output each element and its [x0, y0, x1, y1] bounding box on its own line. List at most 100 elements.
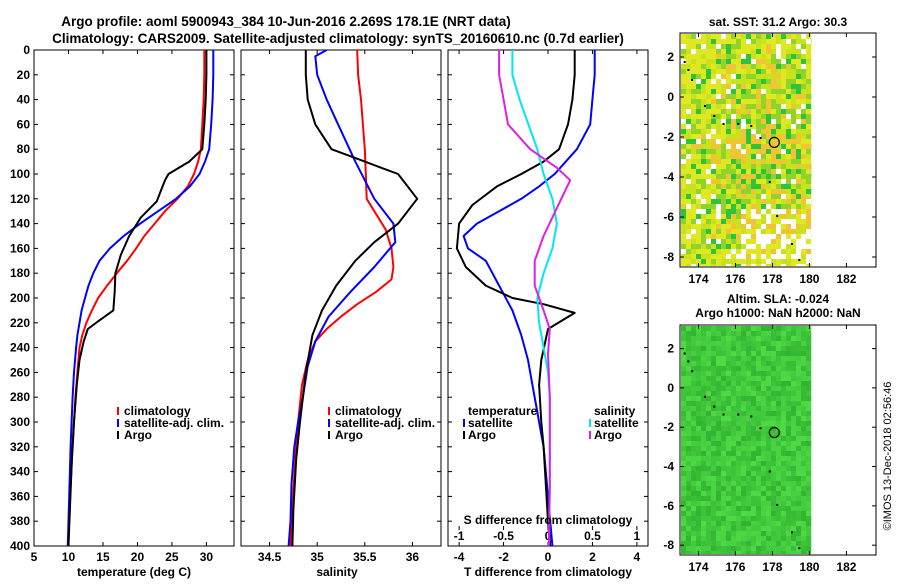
map-cell: [761, 491, 766, 496]
map-cell: [786, 179, 791, 184]
map-cell: [806, 491, 811, 496]
map-cell: [731, 436, 736, 441]
map-cell: [761, 204, 766, 209]
map-cell: [771, 54, 776, 59]
map-cell: [751, 486, 756, 491]
map-cell: [726, 496, 731, 501]
map-cell: [781, 341, 786, 346]
map-cell: [711, 139, 716, 144]
lat-tick-label: 0: [667, 381, 674, 395]
map-cell: [721, 204, 726, 209]
map-cell: [791, 461, 796, 466]
map-cell: [686, 114, 691, 119]
map-cell: [761, 84, 766, 89]
map-cell: [711, 411, 716, 416]
map-cell: [756, 451, 761, 456]
map-cell: [716, 54, 721, 59]
map-cell: [681, 244, 686, 249]
map-cell: [761, 426, 766, 431]
map-cell: [696, 144, 701, 149]
map-cell: [806, 209, 811, 214]
map-cell: [796, 476, 801, 481]
map-cell: [806, 381, 811, 386]
map-cell: [736, 436, 741, 441]
map-cell: [701, 49, 706, 54]
map-cell: [686, 336, 691, 341]
map-cell: [776, 351, 781, 356]
map-cell: [731, 541, 736, 546]
map-cell: [756, 34, 761, 39]
map-cell: [766, 521, 771, 526]
map-cell: [686, 331, 691, 336]
map-cell: [761, 109, 766, 114]
map-cell: [791, 249, 796, 254]
map-cell: [756, 139, 761, 144]
map-cell: [701, 356, 706, 361]
map-cell: [681, 391, 686, 396]
map-cell: [741, 511, 746, 516]
map-cell: [721, 396, 726, 401]
map-cell: [736, 189, 741, 194]
map-cell: [766, 164, 771, 169]
map-cell: [706, 214, 711, 219]
map-cell: [781, 89, 786, 94]
map-cell: [756, 496, 761, 501]
map-cell: [756, 346, 761, 351]
map-cell: [741, 426, 746, 431]
map-cell: [696, 436, 701, 441]
map-cell: [701, 154, 706, 159]
map-cell: [716, 511, 721, 516]
map-cell: [701, 531, 706, 536]
map-cell: [691, 491, 696, 496]
map-cell: [751, 239, 756, 244]
map-cell: [691, 69, 696, 74]
map-cell: [681, 501, 686, 506]
map-cell: [801, 461, 806, 466]
map-cell: [736, 99, 741, 104]
map-cell: [721, 371, 726, 376]
map-cell: [751, 491, 756, 496]
map-cell: [786, 551, 791, 554]
map-cell: [741, 109, 746, 114]
map-cell: [756, 184, 761, 189]
map-cell: [801, 451, 806, 456]
map-cell: [721, 391, 726, 396]
map-cell: [696, 406, 701, 411]
map-cell: [686, 381, 691, 386]
map-cell: [741, 411, 746, 416]
map-cell: [761, 546, 766, 551]
map-cell: [706, 366, 711, 371]
map-cell: [711, 421, 716, 426]
map-cell: [686, 461, 691, 466]
map-cell: [731, 124, 736, 129]
map-cell: [731, 49, 736, 54]
map-cell: [796, 89, 801, 94]
map-cell: [781, 366, 786, 371]
map-cell: [801, 446, 806, 451]
map-cell: [806, 69, 811, 74]
map-cell: [736, 219, 741, 224]
map-cell: [756, 264, 761, 266]
map-cell: [796, 486, 801, 491]
map-cell: [761, 471, 766, 476]
map-cell: [716, 264, 721, 266]
map-cell: [751, 466, 756, 471]
imos-stamp: ©IMOS 13-Dec-2018 02:56:46: [882, 382, 894, 531]
map-cell: [801, 406, 806, 411]
map-cell: [726, 239, 731, 244]
map-cell: [696, 491, 701, 496]
map-cell: [776, 74, 781, 79]
map-cell: [726, 174, 731, 179]
map-cell: [801, 134, 806, 139]
map-cell: [796, 154, 801, 159]
map-cell: [761, 94, 766, 99]
map-cell: [731, 491, 736, 496]
map-cell: [771, 501, 776, 506]
map-cell: [771, 521, 776, 526]
map-cell: [766, 69, 771, 74]
map-cell: [751, 476, 756, 481]
map-cell: [756, 169, 761, 174]
map-cell: [716, 59, 721, 64]
map-cell: [721, 249, 726, 254]
map-cell: [686, 401, 691, 406]
